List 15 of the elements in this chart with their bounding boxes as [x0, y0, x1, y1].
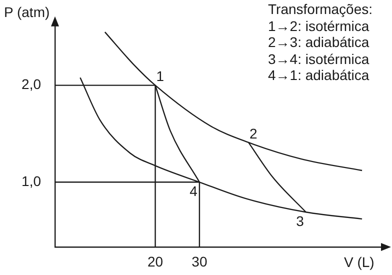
x-tick-label: 30: [192, 253, 208, 270]
x-tick-label: 20: [147, 253, 164, 270]
y-axis-title: P (atm): [4, 4, 50, 20]
annotation: 1: [156, 68, 164, 84]
annotation: 1→2: isotérmica: [268, 18, 370, 34]
annotation: 4→1: adiabática: [268, 67, 370, 84]
y-tick-label: 2,0: [22, 76, 42, 92]
annotation: 4: [190, 182, 198, 199]
text: Transformações:: [268, 1, 373, 18]
annotation: 2→3: adiabática: [268, 34, 370, 50]
annotation: 3: [296, 213, 304, 230]
annotation: 3→4: isotérmica: [268, 50, 370, 67]
annotation: 2: [249, 125, 258, 142]
x-axis-title: V (L): [344, 254, 374, 270]
y-tick-label: 1,0: [22, 172, 42, 189]
